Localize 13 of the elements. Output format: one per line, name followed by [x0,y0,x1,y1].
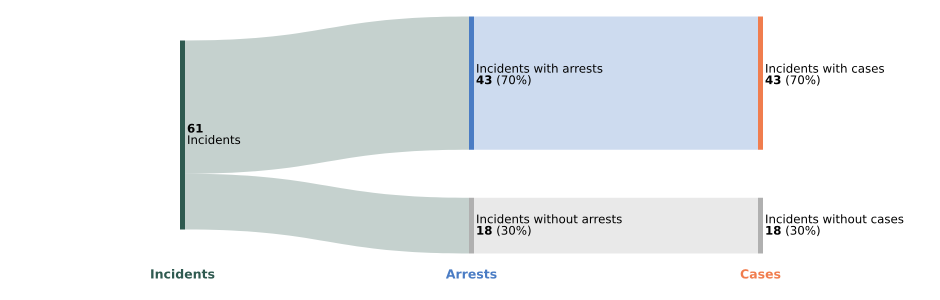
data-label: 18 (30%) [477,226,531,236]
data-label: 43 (70%) [766,75,820,86]
text: Incidents [151,268,214,279]
category-label: Incidents with cases [766,64,884,73]
data-label: 61 [188,124,203,133]
data-label: 43 (70%) [476,75,531,86]
category-label: Incidents without arrests [477,214,622,224]
text: Arrests [446,269,497,279]
category-label: Incidents with arrests [477,64,602,73]
data-label: 18 (30%) [766,226,820,236]
category-label: Incidents [188,135,240,144]
category-label: Incidents without cases [766,214,904,224]
text: Cases [740,269,780,279]
